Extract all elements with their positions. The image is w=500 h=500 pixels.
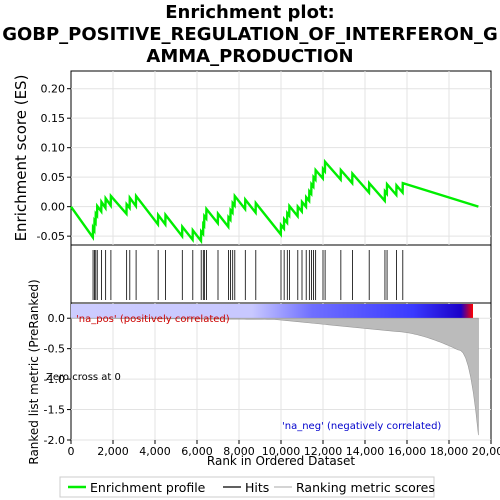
- x-axis-label: Rank in Ordered Dataset: [207, 454, 355, 468]
- chart-title-line-3: AMMA_PRODUCTION: [146, 46, 353, 67]
- x-tick-label: 10,000: [262, 445, 301, 458]
- chart-title-line-2: GOBP_POSITIVE_REGULATION_OF_INTERFERON_G: [2, 24, 498, 45]
- x-tick-label: 18,000: [430, 445, 469, 458]
- legend-label-rank: Ranking metric scores: [296, 480, 435, 495]
- x-ticks: 0 2,000 4,000 6,000 8,000 10,000 12,000 14,000 1…: [68, 440, 500, 458]
- rank-y-axis-label: Ranked list metric (PreRanked): [27, 279, 41, 464]
- es-y-ticks: -0.05 0.00 0.05 0.10 0.15 0.20: [37, 83, 71, 243]
- x-tick-label: 6,000: [181, 445, 213, 458]
- es-tick-label: -0.05: [37, 230, 65, 243]
- rank-tick-label: -1.0: [44, 373, 65, 386]
- es-tick-label: 0.00: [41, 201, 66, 214]
- es-tick-label: 0.10: [41, 142, 66, 155]
- legend-label-es: Enrichment profile: [90, 480, 206, 495]
- chart-title-line-1: Enrichment plot:: [165, 2, 335, 23]
- x-tick-label: 14,000: [346, 445, 385, 458]
- rank-tick-label: -2.0: [44, 434, 65, 447]
- rank-tick-label: -1.5: [44, 404, 65, 417]
- x-tick-label: 4,000: [139, 445, 171, 458]
- x-tick-label: 8,000: [223, 445, 255, 458]
- x-tick-label: 20,000: [472, 445, 500, 458]
- legend-label-hits: Hits: [245, 480, 269, 495]
- rank-tick-label: -0.5: [44, 343, 65, 356]
- hit-lines: [92, 250, 404, 300]
- rank-tick-label: 0.0: [48, 312, 66, 325]
- x-tick-label: 2,000: [97, 445, 129, 458]
- enrichment-profile-line: [70, 158, 479, 245]
- x-tick-label: 16,000: [388, 445, 427, 458]
- annotation-zero-cross: Zero cross at 0: [46, 372, 121, 383]
- x-tick-label: 0: [68, 445, 75, 458]
- ranking-metric-area: [70, 317, 479, 436]
- es-y-axis-label: Enrichment score (ES): [12, 75, 30, 242]
- es-tick-label: 0.20: [41, 83, 66, 96]
- legend-box: [59, 476, 435, 498]
- ranking-color-band: [71, 304, 473, 318]
- annotation-neg: 'na_neg' (negatively correlated): [282, 421, 441, 432]
- es-tick-label: 0.05: [41, 171, 66, 184]
- rank-y-ticks: 0.0 -0.5 -1.0 -1.5 -2.0: [44, 312, 71, 447]
- es-tick-label: 0.15: [41, 112, 66, 125]
- annotation-pos: 'na_pos' (positively correlated): [76, 314, 230, 325]
- x-tick-label: 12,000: [304, 445, 343, 458]
